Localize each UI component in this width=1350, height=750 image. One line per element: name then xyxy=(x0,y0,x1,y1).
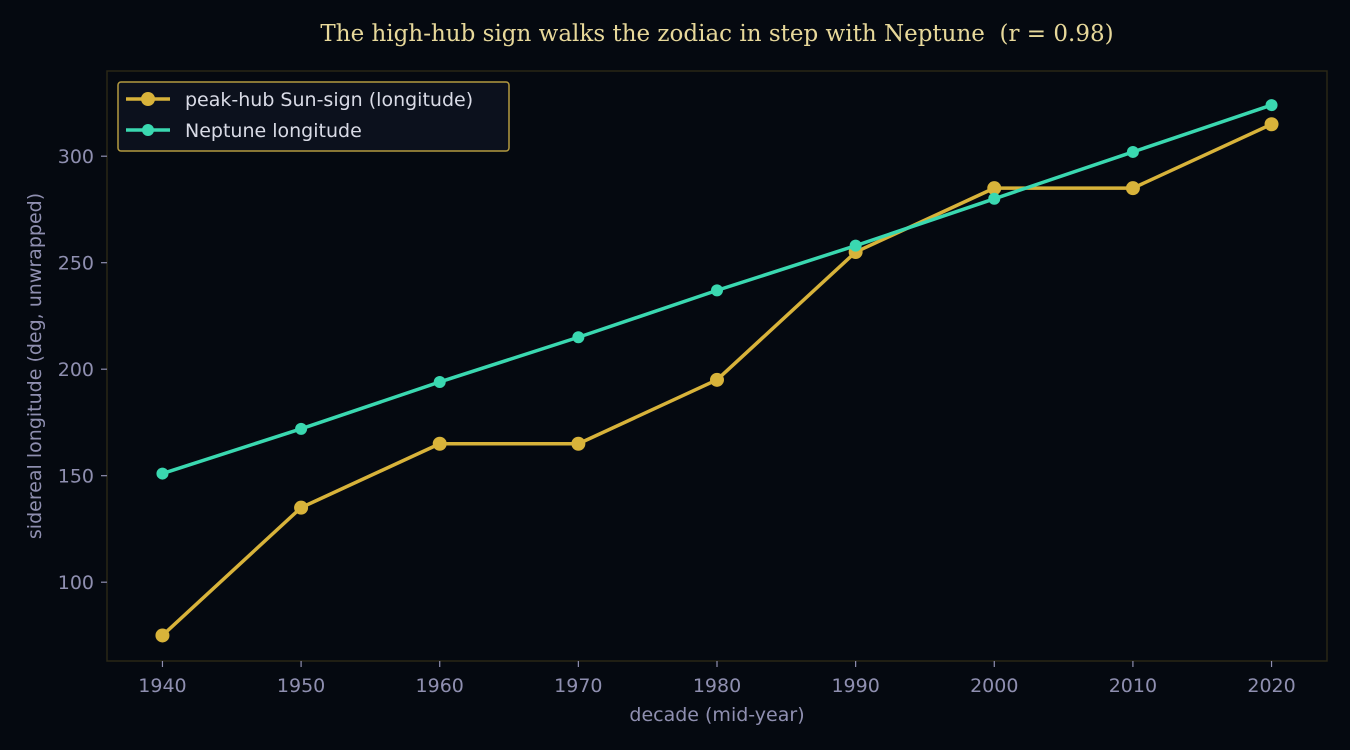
x-axis: 1940 1950 1960 1970 1980 1990 2000 2010 2020 xyxy=(138,661,1296,697)
data-point xyxy=(711,284,723,297)
legend-label: peak-hub Sun-sign (longitude) xyxy=(185,89,473,111)
y-tick-label: 200 xyxy=(58,359,94,381)
series-layer xyxy=(155,99,1279,643)
y-tick-label: 150 xyxy=(58,466,94,488)
legend: peak-hub Sun-sign (longitude) Neptune lon… xyxy=(117,81,510,152)
data-point xyxy=(849,239,862,252)
data-point xyxy=(433,375,446,388)
series-peak-hub-sun-sign xyxy=(155,117,1279,643)
data-point xyxy=(1126,145,1139,158)
chart-title: The high-hub sign walks the zodiac in st… xyxy=(320,21,1113,47)
legend-marker xyxy=(142,124,154,136)
legend-entry: peak-hub Sun-sign (longitude) xyxy=(126,89,473,111)
y-axis: 100 150 200 250 300 xyxy=(58,146,107,594)
x-tick-label: 1960 xyxy=(416,675,464,697)
x-tick-label: 2010 xyxy=(1109,675,1157,697)
data-point xyxy=(295,422,308,435)
data-point xyxy=(1125,181,1140,196)
x-tick-label: 1950 xyxy=(277,675,325,697)
data-point xyxy=(571,436,586,451)
x-tick-label: 2020 xyxy=(1247,675,1295,697)
legend-entry: Neptune longitude xyxy=(126,120,362,142)
data-point xyxy=(572,331,585,344)
x-tick-label: 1990 xyxy=(831,675,879,697)
data-point xyxy=(710,372,724,387)
legend-marker xyxy=(141,92,155,106)
y-tick-label: 300 xyxy=(58,146,94,168)
data-point xyxy=(156,467,169,480)
data-point xyxy=(1265,99,1278,112)
data-point xyxy=(155,628,170,643)
x-tick-label: 1980 xyxy=(693,675,741,697)
y-axis-label: sidereal longitude (deg, unwrapped) xyxy=(24,193,46,539)
legend-label: Neptune longitude xyxy=(185,120,362,142)
y-tick-label: 250 xyxy=(58,253,94,275)
data-point xyxy=(1264,117,1279,132)
x-tick-label: 2000 xyxy=(970,675,1018,697)
x-axis-label: decade (mid-year) xyxy=(629,704,804,726)
data-point xyxy=(987,181,1002,196)
data-point xyxy=(294,500,309,515)
x-tick-label: 1970 xyxy=(554,675,602,697)
data-point xyxy=(432,436,447,451)
data-point xyxy=(988,192,1001,205)
series-neptune-longitude xyxy=(156,99,1278,480)
x-tick-label: 1940 xyxy=(138,675,186,697)
y-tick-label: 100 xyxy=(58,572,94,594)
legend-box xyxy=(117,81,510,152)
